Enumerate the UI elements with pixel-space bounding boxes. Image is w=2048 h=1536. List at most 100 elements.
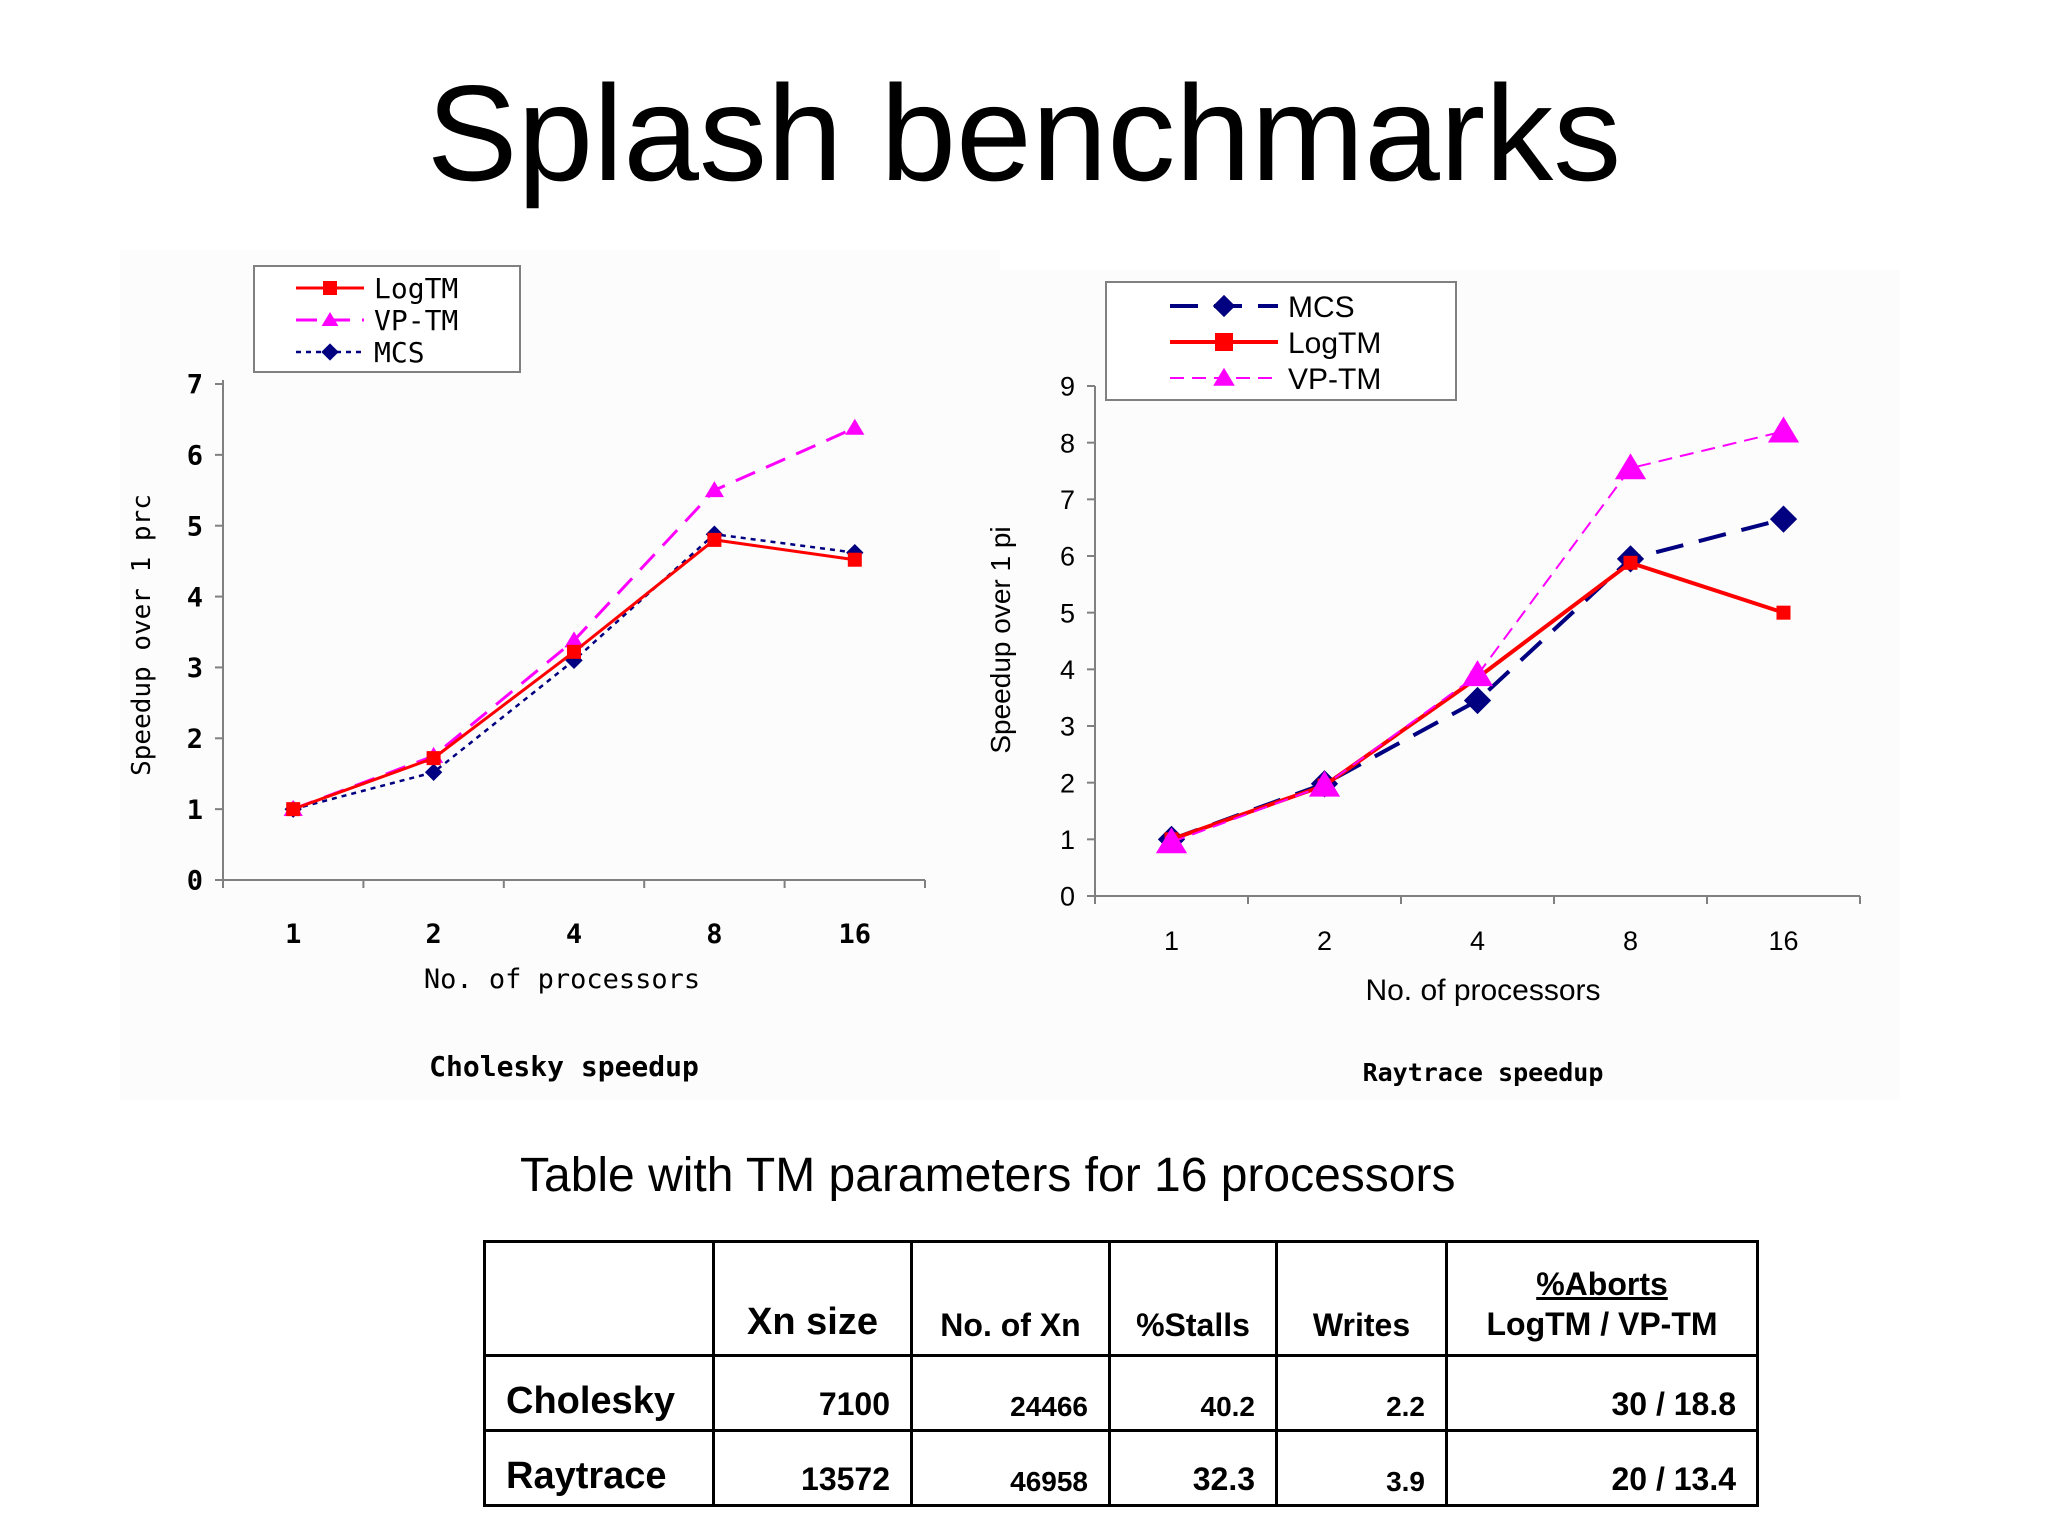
cell-writes: 2.2 — [1275, 1354, 1448, 1432]
cholesky-x-tick-label: 2 — [425, 919, 441, 950]
cholesky-y-tick-label: 1 — [187, 795, 203, 826]
raytrace-series-line-vp-tm — [1171, 430, 1784, 844]
cholesky-legend-label-mcs: MCS — [374, 336, 425, 369]
header-writes: Writes — [1275, 1240, 1448, 1357]
raytrace-y-tick-label: 2 — [1060, 768, 1075, 798]
cell-stalls: 32.3 — [1108, 1429, 1278, 1507]
cholesky-legend-marker-vp-tm — [321, 312, 339, 326]
raytrace-y-tick-label: 3 — [1060, 712, 1075, 742]
cholesky-y-tick-label: 3 — [187, 653, 203, 684]
header-blank — [483, 1240, 715, 1357]
raytrace-y-tick-label: 4 — [1060, 655, 1075, 685]
raytrace-y-tick-label: 7 — [1060, 485, 1075, 515]
raytrace-legend-box — [1105, 281, 1457, 401]
cholesky-point-logtm — [286, 802, 301, 817]
raytrace-y-tick-label: 8 — [1060, 428, 1075, 458]
raytrace-legend-label-logtm: LogTM — [1288, 327, 1381, 360]
header-no-of-xn: No. of Xn — [910, 1240, 1111, 1357]
raytrace-point-vp-tm — [1461, 660, 1494, 687]
raytrace-legend-marker-vp-tm — [1213, 367, 1235, 386]
raytrace-point-vp-tm — [1308, 770, 1341, 797]
cholesky-legend-marker-mcs — [321, 343, 339, 361]
cholesky-point-vp-tm — [564, 631, 584, 648]
cholesky-x-tick-label: 8 — [706, 919, 722, 950]
cholesky-series-line-vp-tm — [292, 426, 856, 811]
raytrace-y-tick-label: 5 — [1060, 598, 1075, 628]
cholesky-y-tick-label: 7 — [187, 370, 203, 401]
header-aborts: %Aborts LogTM / VP-TM — [1445, 1240, 1759, 1357]
cholesky-legend-label-logtm: LogTM — [374, 272, 458, 305]
cholesky-point-logtm — [847, 552, 862, 567]
cholesky-series-line-mcs — [292, 532, 855, 811]
raytrace-y-tick-label: 6 — [1060, 542, 1075, 572]
raytrace-point-mcs — [1463, 686, 1492, 715]
raytrace-point-mcs — [1769, 505, 1798, 533]
cholesky-point-logtm — [567, 644, 581, 659]
cell-xn-size: 13572 — [712, 1429, 913, 1507]
raytrace-x-tick-label: 8 — [1623, 926, 1638, 956]
cholesky-y-axis-label: Speedup over 1 prc — [127, 494, 157, 776]
cholesky-y-tick-label: 2 — [187, 724, 203, 755]
cholesky-x-tick-label: 4 — [566, 919, 582, 950]
cell-no-of-xn: 46958 — [910, 1429, 1111, 1507]
raytrace-y-tick-label: 1 — [1060, 825, 1075, 855]
cell-writes: 3.9 — [1275, 1429, 1448, 1507]
slide-title: Splash benchmarks — [426, 57, 1622, 209]
header-aborts-bottom: LogTM / VP-TM — [1486, 1306, 1718, 1342]
table-row: Raytrace 13572 46958 32.3 3.9 20 / 13.4 — [483, 1429, 1759, 1507]
raytrace-chart-panel: MCS LogTM VP-TM 0 1 2 3 4 5 6 7 8 9 1 2 4 8 16 Speedup o… — [960, 270, 1900, 1100]
cholesky-point-mcs — [565, 651, 583, 670]
raytrace-point-vp-tm — [1155, 827, 1188, 854]
raytrace-legend-label-mcs: MCS — [1288, 291, 1355, 324]
cholesky-chart-panel: LogTM VP-TM MCS 0 1 2 3 4 5 6 7 1 2 4 8 16 Speedup ove… — [120, 250, 1000, 1100]
raytrace-x-tick-label: 16 — [1768, 926, 1798, 956]
cholesky-y-tick-label: 6 — [187, 441, 203, 472]
header-xn-size: Xn size — [712, 1240, 913, 1357]
cell-xn-size: 7100 — [712, 1354, 913, 1432]
cholesky-series-line-logtm — [292, 538, 856, 811]
cholesky-point-logtm — [426, 751, 441, 766]
cholesky-chart-title: Cholesky speedup — [429, 1050, 699, 1083]
header-stalls: %Stalls — [1108, 1240, 1278, 1357]
cell-aborts: 30 / 18.8 — [1445, 1354, 1759, 1432]
row-label-cholesky: Cholesky — [483, 1354, 715, 1432]
row-label-raytrace: Raytrace — [483, 1429, 715, 1507]
raytrace-x-tick-label: 4 — [1470, 926, 1485, 956]
raytrace-x-axis-label: No. of processors — [1365, 974, 1600, 1007]
table-header-row: Xn size No. of Xn %Stalls Writes %Aborts… — [483, 1240, 1759, 1357]
cell-stalls: 40.2 — [1108, 1354, 1278, 1432]
raytrace-point-logtm — [1623, 555, 1638, 570]
raytrace-y-axis-label: Speedup over 1 pi — [985, 526, 1016, 753]
cholesky-y-tick-label: 5 — [187, 511, 203, 542]
table-row: Cholesky 7100 24466 40.2 2.2 30 / 18.8 — [483, 1354, 1759, 1432]
cell-aborts: 20 / 13.4 — [1445, 1429, 1759, 1507]
cell-no-of-xn: 24466 — [910, 1354, 1111, 1432]
raytrace-x-tick-label: 2 — [1317, 926, 1332, 956]
cholesky-point-logtm — [707, 532, 722, 547]
cholesky-x-tick-label: 16 — [839, 919, 872, 950]
raytrace-point-vp-tm — [1614, 453, 1647, 480]
cholesky-legend-marker-logtm — [323, 281, 337, 295]
raytrace-legend-label-vp-tm: VP-TM — [1288, 363, 1381, 396]
cholesky-point-vp-tm — [845, 418, 865, 435]
cholesky-y-tick-label: 4 — [187, 582, 203, 613]
cholesky-y-tick-label: 0 — [187, 866, 203, 897]
raytrace-point-vp-tm — [1767, 416, 1800, 443]
raytrace-x-tick-label: 1 — [1164, 926, 1179, 956]
raytrace-point-logtm — [1776, 605, 1791, 620]
raytrace-y-tick-label: 9 — [1060, 372, 1075, 402]
header-aborts-top: %Aborts — [1536, 1266, 1668, 1302]
cholesky-point-vp-tm — [704, 481, 724, 498]
raytrace-legend-marker-mcs — [1212, 294, 1236, 318]
raytrace-y-tick-label: 0 — [1060, 882, 1075, 912]
cholesky-point-mcs — [424, 763, 443, 781]
tm-parameters-table: Xn size No. of Xn %Stalls Writes %Aborts… — [483, 1240, 1759, 1507]
raytrace-legend-marker-logtm — [1215, 333, 1233, 351]
cholesky-x-tick-label: 1 — [285, 919, 301, 950]
cholesky-x-axis-label: No. of processors — [424, 964, 700, 995]
raytrace-chart-title: Raytrace speedup — [1363, 1058, 1604, 1087]
